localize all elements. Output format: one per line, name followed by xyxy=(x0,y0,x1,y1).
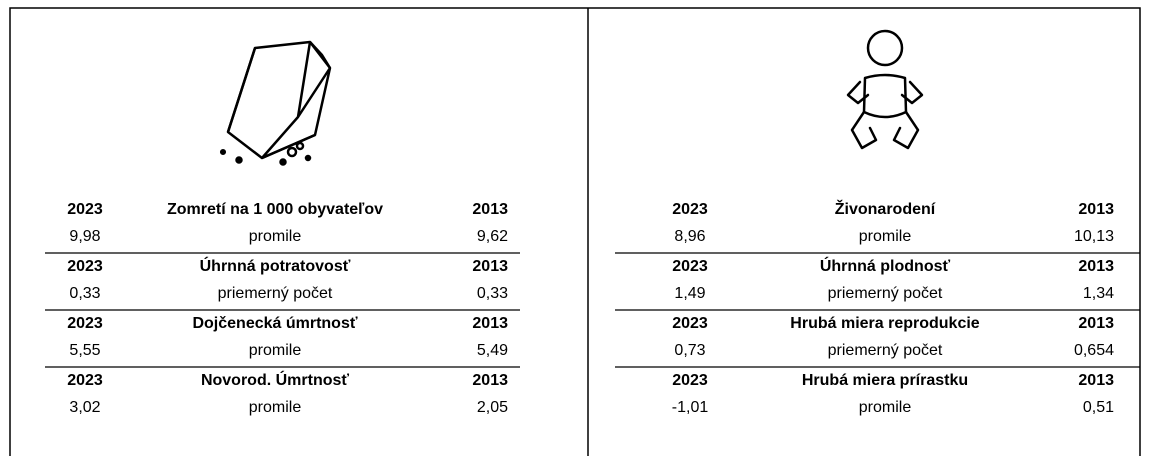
outer-border xyxy=(9,7,1141,456)
unit: priemerný počet xyxy=(828,285,943,302)
year-label: 2023 xyxy=(672,372,708,389)
year-label: 2023 xyxy=(672,201,708,218)
value: 9,98 xyxy=(69,228,100,245)
value: 1,49 xyxy=(674,285,705,302)
year-label: 2013 xyxy=(472,315,508,332)
year-label: 2023 xyxy=(67,372,103,389)
year-label: 2013 xyxy=(1078,372,1114,389)
year-label: 2023 xyxy=(672,315,708,332)
unit: priemerný počet xyxy=(828,342,943,359)
value: 0,51 xyxy=(1083,399,1114,416)
value: 1,34 xyxy=(1083,285,1114,302)
indicator-title: Živonarodení xyxy=(835,199,936,218)
value: 5,49 xyxy=(477,342,508,359)
unit: promile xyxy=(859,228,912,245)
indicator-title: Zomretí na 1 000 obyvateľov xyxy=(167,201,383,218)
value: 9,62 xyxy=(477,228,508,245)
indicator-title: Úhrnná plodnosť xyxy=(820,256,951,275)
value: 0,33 xyxy=(69,285,100,302)
value: -1,01 xyxy=(672,399,709,416)
indicator-title: Úhrnná potratovosť xyxy=(200,256,351,275)
value: 0,654 xyxy=(1074,342,1114,359)
year-label: 2013 xyxy=(1078,258,1114,275)
coffin-icon xyxy=(219,40,332,166)
year-label: 2013 xyxy=(1078,201,1114,218)
year-label: 2023 xyxy=(67,315,103,332)
unit: promile xyxy=(249,228,302,245)
indicator-title: Hrubá miera prírastku xyxy=(802,372,968,389)
year-label: 2023 xyxy=(672,258,708,275)
year-label: 2023 xyxy=(67,258,103,275)
indicator-title: Novorod. Úmrtnosť xyxy=(201,370,349,389)
year-label: 2023 xyxy=(67,201,103,218)
value: 3,02 xyxy=(69,399,100,416)
indicator-title: Hrubá miera reprodukcie xyxy=(790,315,980,332)
indicator-title: Dojčenecká úmrtnosť xyxy=(192,315,357,332)
year-label: 2013 xyxy=(472,258,508,275)
unit: promile xyxy=(249,342,302,359)
unit: priemerný počet xyxy=(218,285,333,302)
value: 8,96 xyxy=(674,228,705,245)
year-label: 2013 xyxy=(472,372,508,389)
value: 0,73 xyxy=(674,342,705,359)
unit: promile xyxy=(249,399,302,416)
value: 0,33 xyxy=(477,285,508,302)
value: 5,55 xyxy=(69,342,100,359)
year-label: 2013 xyxy=(472,201,508,218)
unit: promile xyxy=(859,399,912,416)
baby-icon xyxy=(846,29,924,150)
value: 10,13 xyxy=(1074,228,1114,245)
value: 2,05 xyxy=(477,399,508,416)
year-label: 2013 xyxy=(1078,315,1114,332)
